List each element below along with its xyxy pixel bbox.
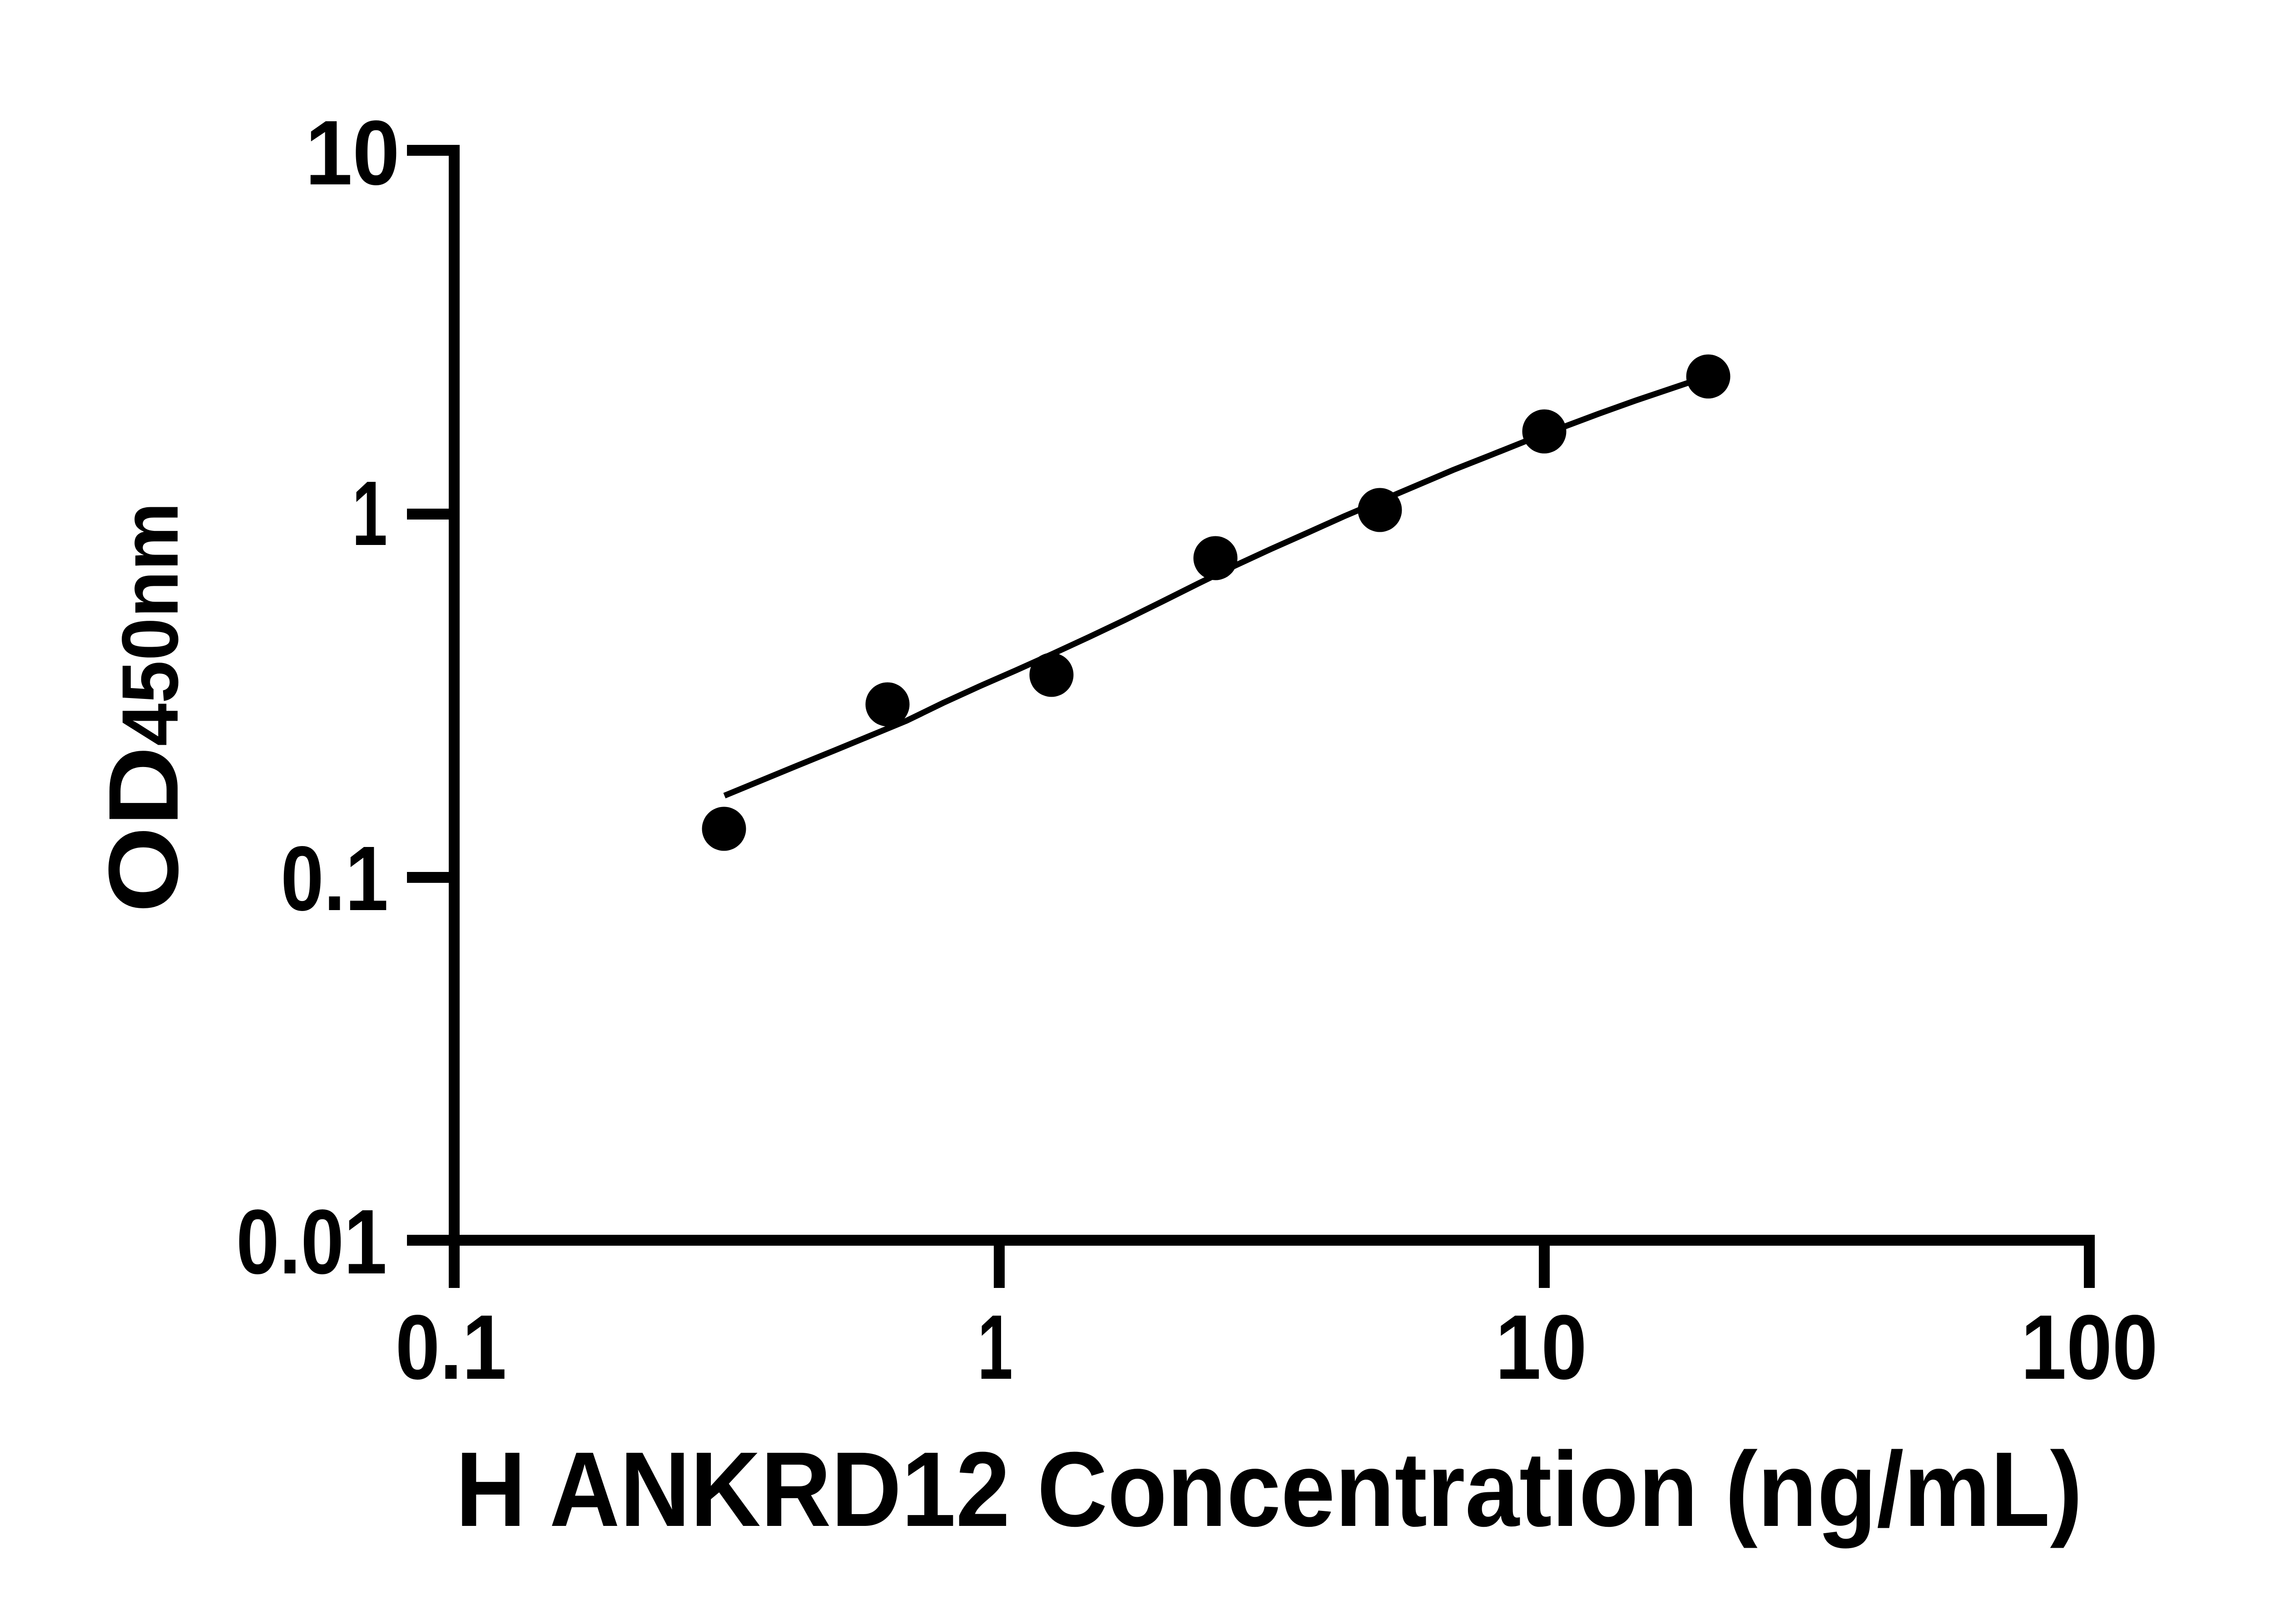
svg-text:100: 100	[2021, 1296, 2158, 1398]
svg-text:OD450nm: OD450nm	[89, 502, 199, 913]
svg-text:0.1: 0.1	[281, 827, 388, 930]
svg-text:10: 10	[305, 101, 400, 204]
svg-text:1: 1	[352, 462, 387, 564]
svg-text:10: 10	[1495, 1296, 1587, 1398]
svg-text:0.1: 0.1	[396, 1296, 507, 1398]
svg-text:1: 1	[977, 1296, 1013, 1398]
svg-text:0.01: 0.01	[236, 1190, 387, 1293]
svg-text:H ANKRD12 Concentration (ng/mL: H ANKRD12 Concentration (ng/mL)	[456, 1430, 2083, 1549]
